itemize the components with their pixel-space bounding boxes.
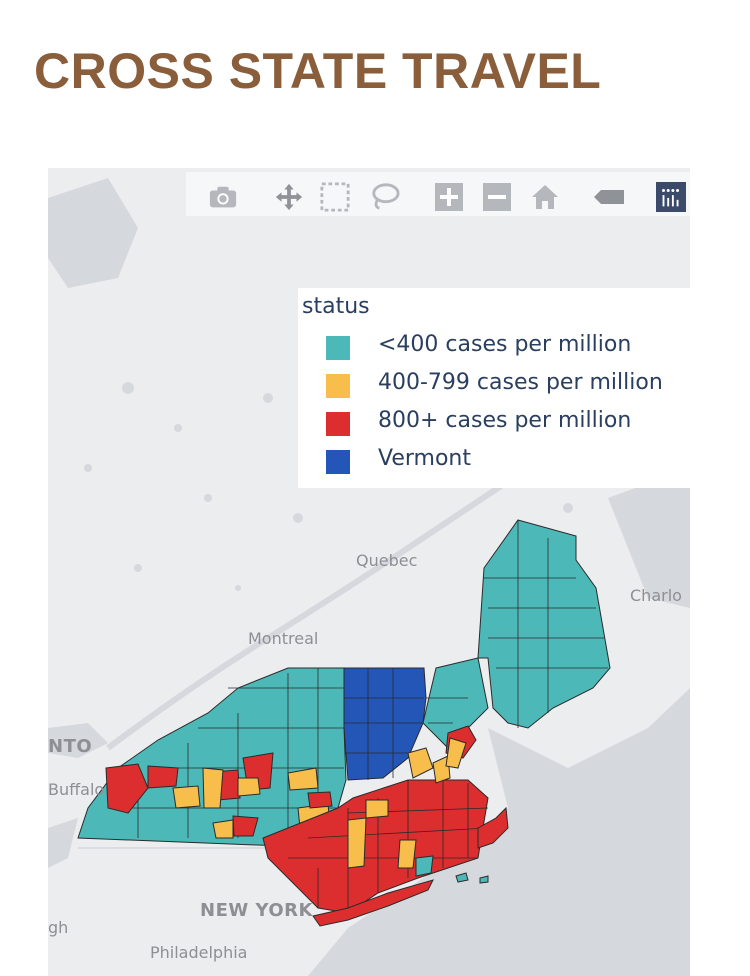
plotly-logo-icon[interactable] [656,182,686,212]
legend-item-800-plus[interactable]: 800+ cases per million [324,408,690,438]
lake-ontario [48,723,108,758]
legend-title: status [302,294,370,319]
county-ny-yellow-4[interactable] [287,767,319,791]
county-belt-yellow-1[interactable] [347,817,367,869]
legend-swatch [326,374,350,398]
county-vermont[interactable] [343,667,427,781]
county-ny-red-4[interactable] [232,815,259,837]
county-cape-cod[interactable] [477,806,509,849]
legend-item-400-799[interactable]: 400-799 cases per million [324,370,690,400]
camera-icon[interactable] [208,182,238,212]
county-island-2[interactable] [479,875,489,884]
zoom-in-icon[interactable] [434,182,464,212]
legend-swatch [326,412,350,436]
county-ny-west-1[interactable] [105,763,149,814]
county-maine[interactable] [477,519,611,729]
county-nh-yellow-1[interactable] [407,747,434,779]
label-montreal: Montreal [248,629,319,648]
county-ny-west-2[interactable] [147,765,179,789]
counties-layer [77,519,611,927]
label-philadelphia: Philadelphia [150,943,248,962]
legend-swatch [326,450,350,474]
page-title: CROSS STATE TRAVEL [34,43,602,99]
lake-erie [48,818,78,868]
county-long-island[interactable] [312,879,434,927]
legend-label: <400 cases per million [378,332,632,357]
zoom-out-icon[interactable] [482,182,512,212]
county-island-1[interactable] [455,872,469,883]
county-belt-teal-1[interactable] [415,855,434,877]
county-ny-yellow-1[interactable] [172,785,201,809]
county-belt-yellow-2[interactable] [365,799,389,819]
hover-tag-icon[interactable] [594,182,624,212]
label-quebec: Quebec [356,551,418,570]
gulf-area [608,468,690,608]
lasso-select-icon[interactable] [370,182,400,212]
label-buffalo: Buffalo [48,780,105,799]
label-gh: gh [48,918,69,937]
county-ny-yellow-2[interactable] [202,767,224,809]
legend-label: 400-799 cases per million [378,370,663,395]
legend-item-vermont[interactable]: Vermont [324,446,690,476]
box-select-icon[interactable] [320,182,350,212]
county-southern-belt[interactable] [262,779,489,914]
pan-icon[interactable] [274,182,304,212]
county-nh-yellow-3[interactable] [445,737,467,769]
county-ny-yellow-3[interactable] [237,777,261,797]
county-nh-yellow-2[interactable] [432,755,451,784]
plotly-modebar [186,172,690,216]
home-icon[interactable] [530,182,560,212]
county-belt-yellow-3[interactable] [397,839,417,869]
label-toronto: NTO [48,736,93,757]
legend-label: Vermont [378,446,471,471]
legend-swatch [326,336,350,360]
county-ny-red-5[interactable] [307,791,333,809]
legend-item-under-400[interactable]: <400 cases per million [324,332,690,362]
legend: status <400 cases per million 400-799 ca… [298,288,690,488]
county-ny-yellow-5[interactable] [212,819,234,839]
label-new-york: NEW YORK [200,900,313,921]
label-charlo: Charlo [630,586,682,605]
legend-label: 800+ cases per million [378,408,632,433]
